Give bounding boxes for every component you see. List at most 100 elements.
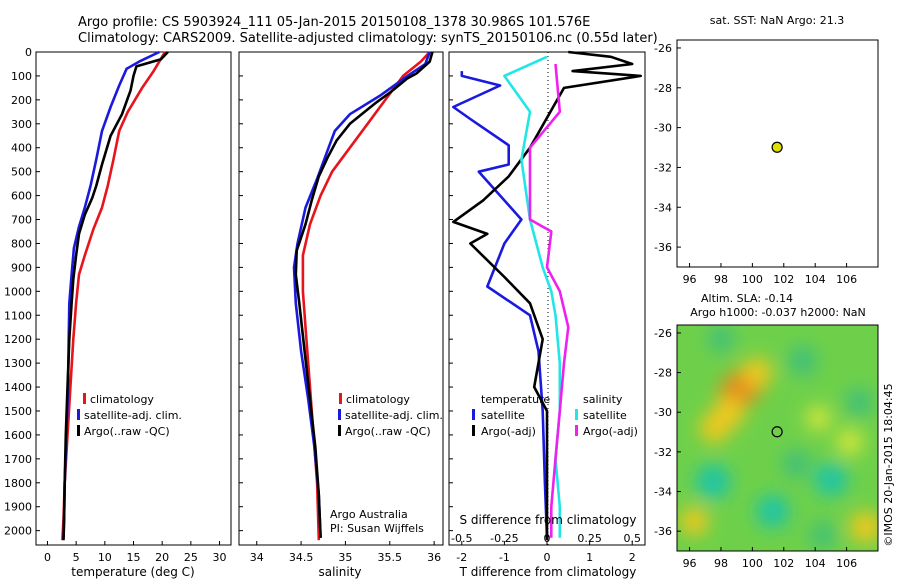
y-tick-label: 400 [11, 142, 32, 155]
difference-panel: -2 -1 0 1 2-0.5 -0.25 0 0.25 0.5 S difference fr… [448, 50, 646, 579]
salinity-difference-xlabel: S difference from climatology [460, 513, 637, 527]
y-tick-label: 1400 [4, 381, 32, 394]
legend-label-climatology: climatology [346, 393, 410, 406]
legend-swatch-s-argo [575, 425, 578, 436]
salinity-series [292, 51, 434, 541]
sla-map-points [771, 426, 783, 438]
y-tick-label: -36 [654, 525, 672, 538]
sla-anomaly-blob [756, 494, 790, 528]
x-tick-label: 100 [742, 557, 763, 570]
series-line-climatology [61, 51, 167, 541]
legend-label-s-argo: Argo(-adj) [583, 425, 638, 438]
y-tick-label: -36 [654, 241, 672, 254]
sst-map-points [771, 141, 783, 153]
sla-map-ticks: 96 98 100 102 104 106 -26 -28 -30 -32 -34 -36 [654, 327, 857, 570]
x-tick-label: 96 [683, 557, 697, 570]
temperature-legend: climatology satellite-adj. clim. Argo(..… [77, 393, 182, 438]
x-tick-label: 34 [250, 551, 264, 564]
x-tick-label: 102 [773, 273, 794, 286]
temperature-series [61, 50, 169, 541]
y-tick-label: 1800 [4, 477, 32, 490]
legend-label-s-satellite: satellite [583, 409, 627, 422]
temperature-difference-xlabel: T difference from climatology [459, 565, 637, 579]
sst-map-panel: sat. SST: NaN Argo: 21.3 96 98 100 102 104 10… [654, 14, 879, 286]
s-tick-label: 0.5 [623, 532, 641, 545]
imos-credit: ©IMOS 20-Jan-2015 18:04:45 [882, 383, 895, 546]
legend-label-argo: Argo(..raw -QC) [84, 425, 170, 438]
legend-label-climatology: climatology [90, 393, 154, 406]
sla-anomaly-blob [814, 463, 848, 497]
y-tick-label: 1100 [4, 309, 32, 322]
sla-anomaly-blob [836, 428, 863, 456]
y-tick-label: -28 [654, 367, 672, 380]
s-tick-label: -0.5 [451, 532, 472, 545]
y-tick-label: 300 [11, 118, 32, 131]
y-tick-label: -30 [654, 406, 672, 419]
sst-map-axes [676, 39, 879, 268]
y-tick-label: 2000 [4, 525, 32, 538]
legend-swatch-t-satellite [472, 409, 475, 420]
sla-anomaly-blob [695, 464, 731, 499]
series-line-argo [294, 51, 434, 538]
y-tick-label: -28 [654, 82, 672, 95]
legend-label-t-satellite: satellite [481, 409, 525, 422]
temperature-ticks: 0 5 10 15 20 25 300100200300400500600700800900… [4, 46, 227, 564]
y-tick-label: 1700 [4, 453, 32, 466]
x-tick-label: 25 [184, 551, 198, 564]
legend-swatch-satellite [338, 409, 341, 420]
s-tick-label: 0.25 [577, 532, 602, 545]
figure-title-line2: Climatology: CARS2009. Satellite-adjuste… [78, 31, 658, 46]
sst-map-title: sat. SST: NaN Argo: 21.3 [710, 14, 844, 27]
y-tick-label: -32 [654, 446, 672, 459]
sla-map-axes [676, 324, 879, 552]
argo-position-marker [771, 426, 783, 438]
salinity-xlabel: salinity [318, 565, 361, 579]
y-tick-label: 600 [11, 190, 32, 203]
figure-title-line1: Argo profile: CS 5903924_111 05-Jan-2015… [78, 15, 590, 30]
legend-swatch-t-argo [472, 425, 475, 436]
x-tick-label: 98 [714, 557, 728, 570]
x-tick-label: 1 [586, 551, 593, 564]
sla-anomaly-blob [782, 449, 811, 478]
y-tick-label: 700 [11, 214, 32, 227]
series-line-t-satellite [451, 71, 549, 538]
legend-label-satellite: satellite-adj. clim. [345, 409, 443, 422]
sst-map-ticks: 96 98 100 102 104 106 -26 -28 -30 -32 -34 -36 [654, 42, 857, 286]
y-tick-label: 1300 [4, 357, 32, 370]
series-line-s-argo [528, 63, 570, 538]
sla-anomaly-blob [742, 357, 772, 388]
y-tick-label: -30 [654, 122, 672, 135]
legend-label-satellite: satellite-adj. clim. [84, 409, 182, 422]
sla-anomaly-blob [805, 405, 831, 431]
y-tick-label: -32 [654, 161, 672, 174]
x-tick-label: 2 [629, 551, 636, 564]
x-tick-label: 30 [213, 551, 227, 564]
sla-map-title-line1: Altim. SLA: -0.14 [701, 292, 793, 305]
x-tick-label: 106 [836, 273, 857, 286]
y-tick-label: 1900 [4, 501, 32, 514]
y-tick-label: 900 [11, 261, 32, 274]
legend-label-argo: Argo(..raw -QC) [345, 425, 431, 438]
x-tick-label: 102 [773, 557, 794, 570]
x-tick-label: 98 [714, 273, 728, 286]
argo-position-marker [771, 141, 783, 153]
salinity-ticks: 34 34.5 35 35.5 36 [239, 51, 441, 564]
x-tick-label: 36 [427, 551, 441, 564]
legend-title-salinity: salinity [583, 393, 623, 406]
legend-swatch-satellite [77, 409, 80, 420]
salinity-panel: 34 34.5 35 35.5 36 salinity climatology sate… [238, 51, 444, 579]
series-line-climatology [301, 51, 431, 541]
salinity-axes [238, 51, 444, 546]
legend-swatch-argo [77, 425, 80, 436]
argo-program-label: Argo Australia [330, 508, 408, 521]
x-tick-label: 10 [98, 551, 112, 564]
series-line-s-satellite [503, 55, 562, 538]
sla-anomaly-blob [699, 413, 730, 443]
y-tick-label: -26 [654, 42, 672, 55]
series-line-argo [62, 51, 169, 541]
y-tick-label: 500 [11, 166, 32, 179]
difference-legend: temperature salinity satellite Argo(-adj… [472, 393, 638, 438]
y-tick-label: -34 [654, 486, 672, 499]
principal-investigator-label: PI: Susan Wijffels [330, 522, 424, 535]
